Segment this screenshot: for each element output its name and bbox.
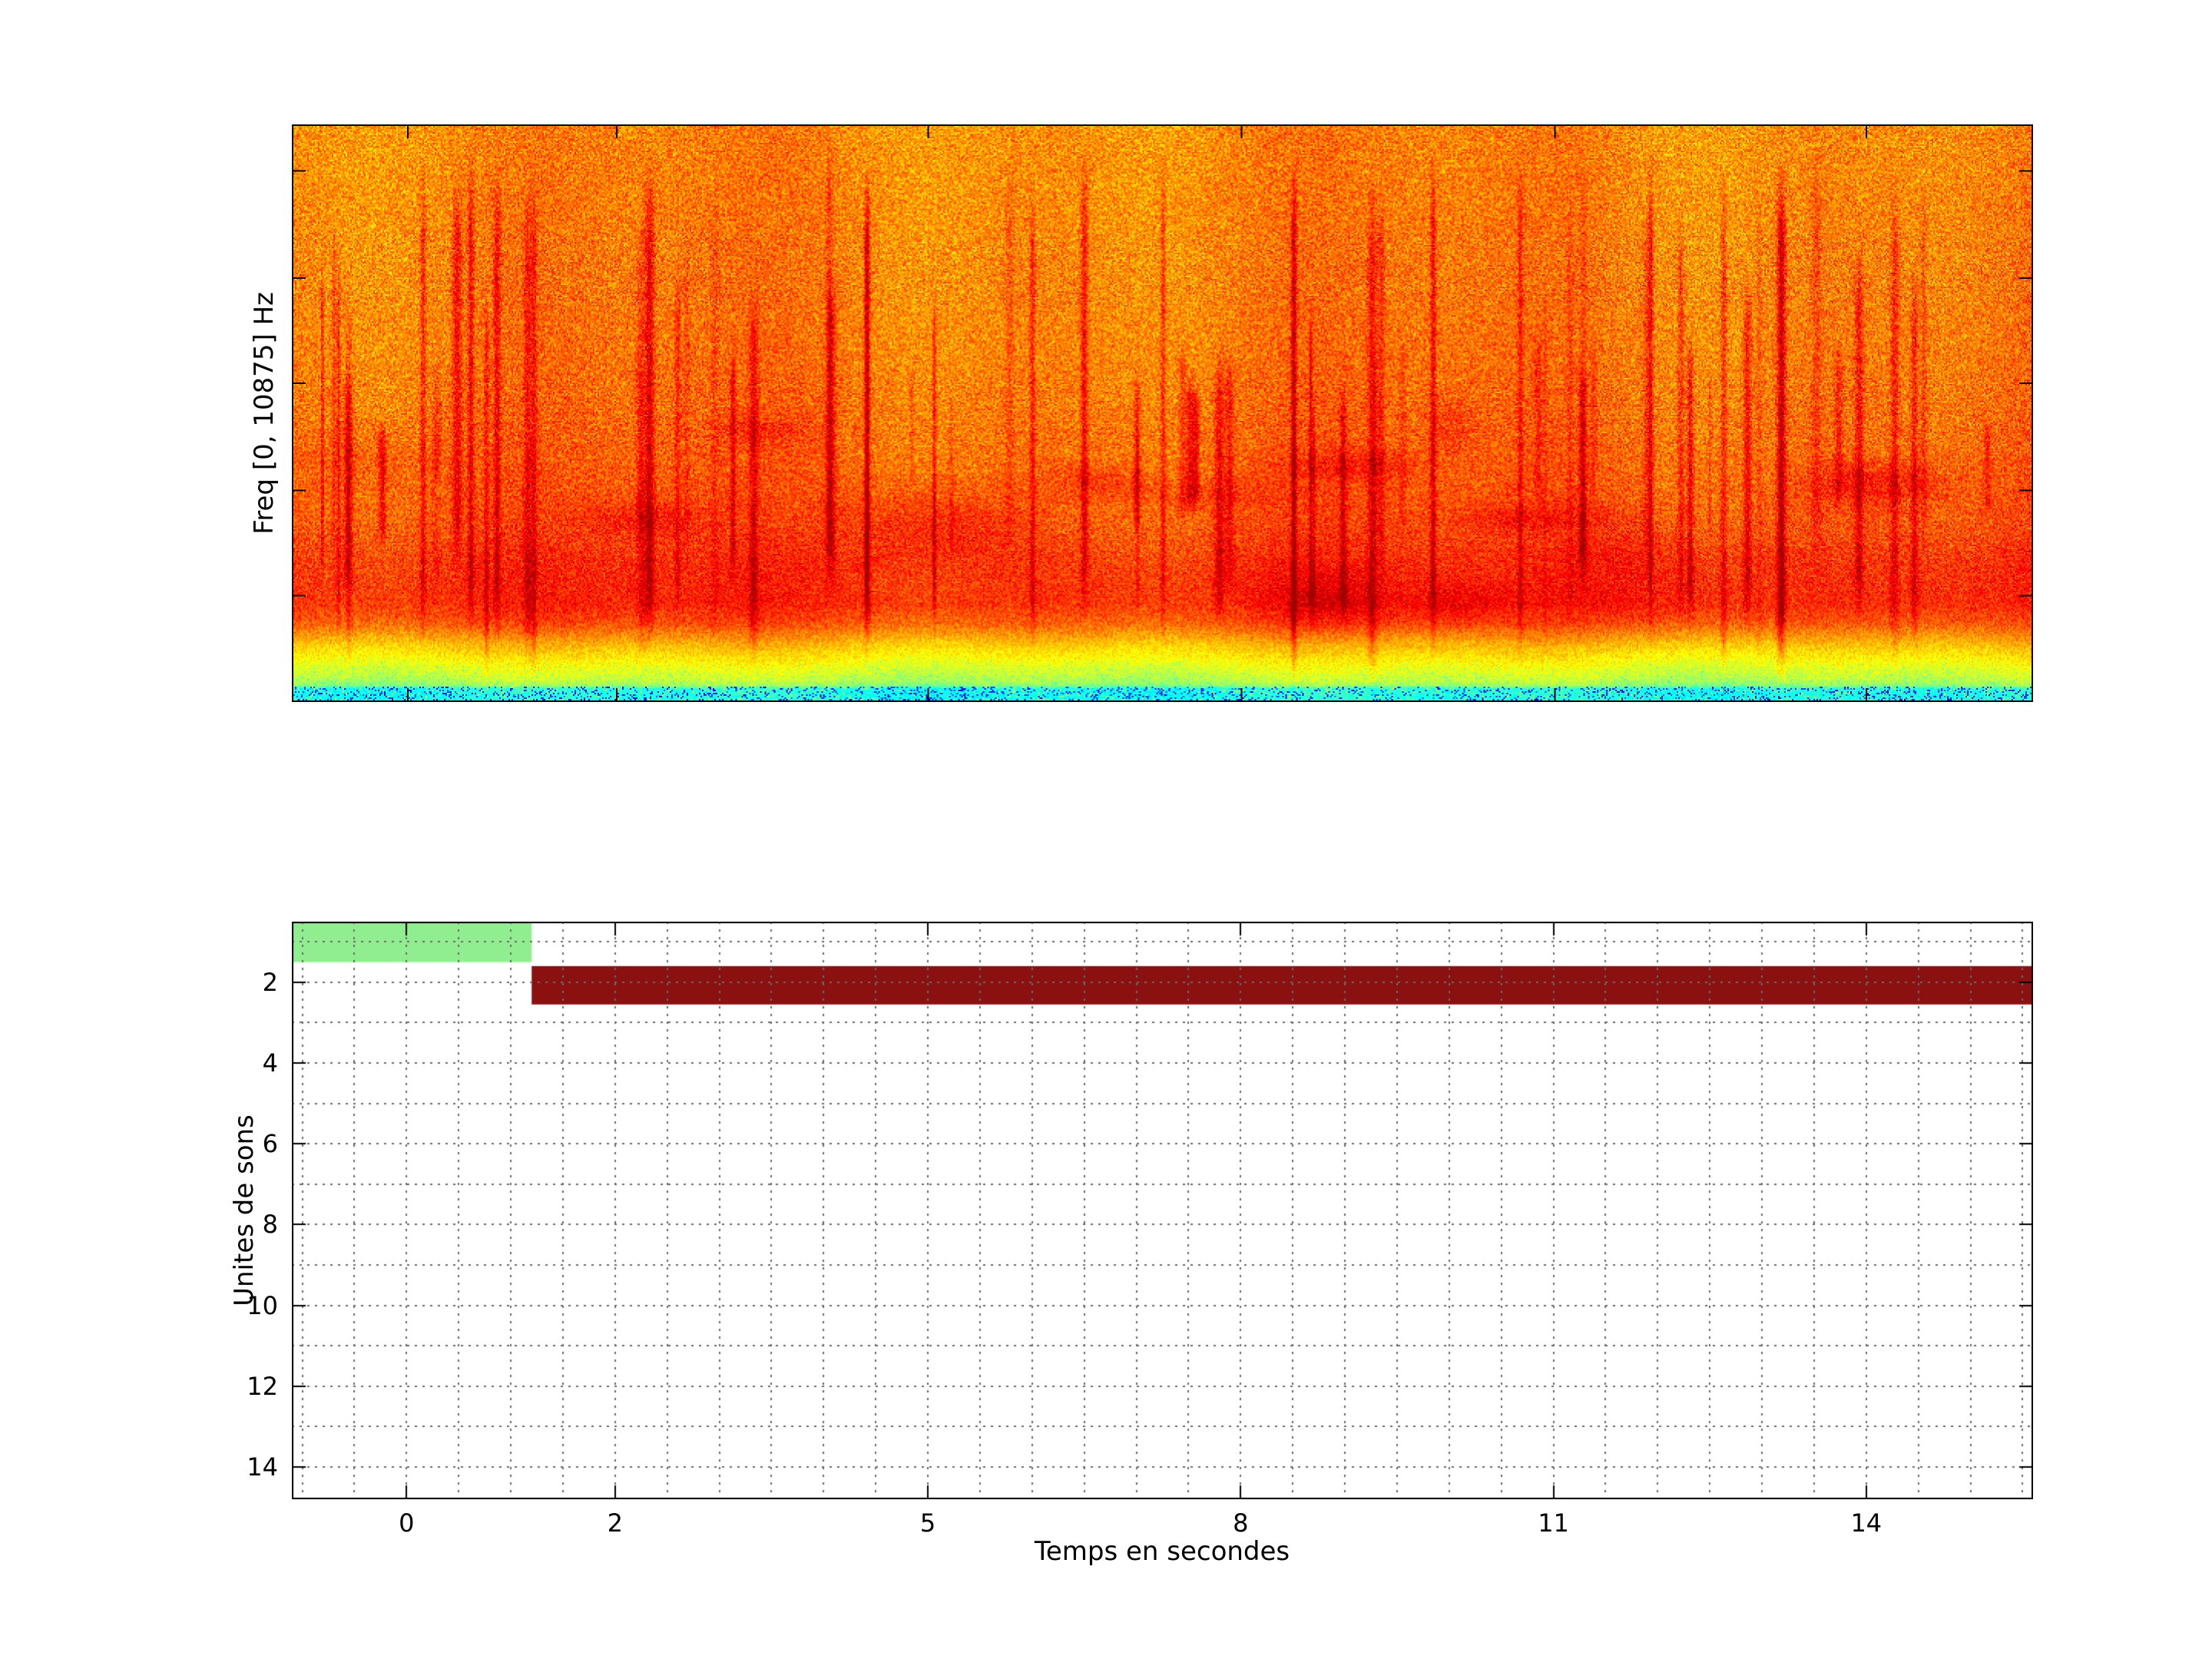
y-tick-label-12: 12 (247, 1371, 278, 1401)
x-tick-label-11: 11 (1538, 1508, 1569, 1538)
x-tick-label-14: 14 (1850, 1508, 1883, 1538)
timeline-x-axis-label: Temps en secondes (1034, 1536, 1290, 1567)
y-tick-label-10: 10 (247, 1290, 278, 1320)
x-tick-label-2: 2 (607, 1508, 623, 1538)
timeline-canvas (292, 922, 2033, 1499)
y-tick-label-14: 14 (247, 1452, 278, 1482)
x-tick-label-0: 0 (399, 1508, 415, 1538)
timeline-y-axis-label: Unites de sons (229, 1114, 260, 1306)
spectrogram-canvas (292, 124, 2033, 702)
y-tick-label-2: 2 (262, 967, 278, 997)
x-tick-label-5: 5 (919, 1508, 936, 1538)
y-tick-label-4: 4 (262, 1048, 278, 1078)
spectrogram-y-axis-label: Freq [0, 10875] Hz (249, 292, 280, 535)
y-tick-label-8: 8 (262, 1210, 278, 1240)
y-tick-label-6: 6 (262, 1129, 278, 1159)
x-tick-label-8: 8 (1233, 1508, 1249, 1538)
